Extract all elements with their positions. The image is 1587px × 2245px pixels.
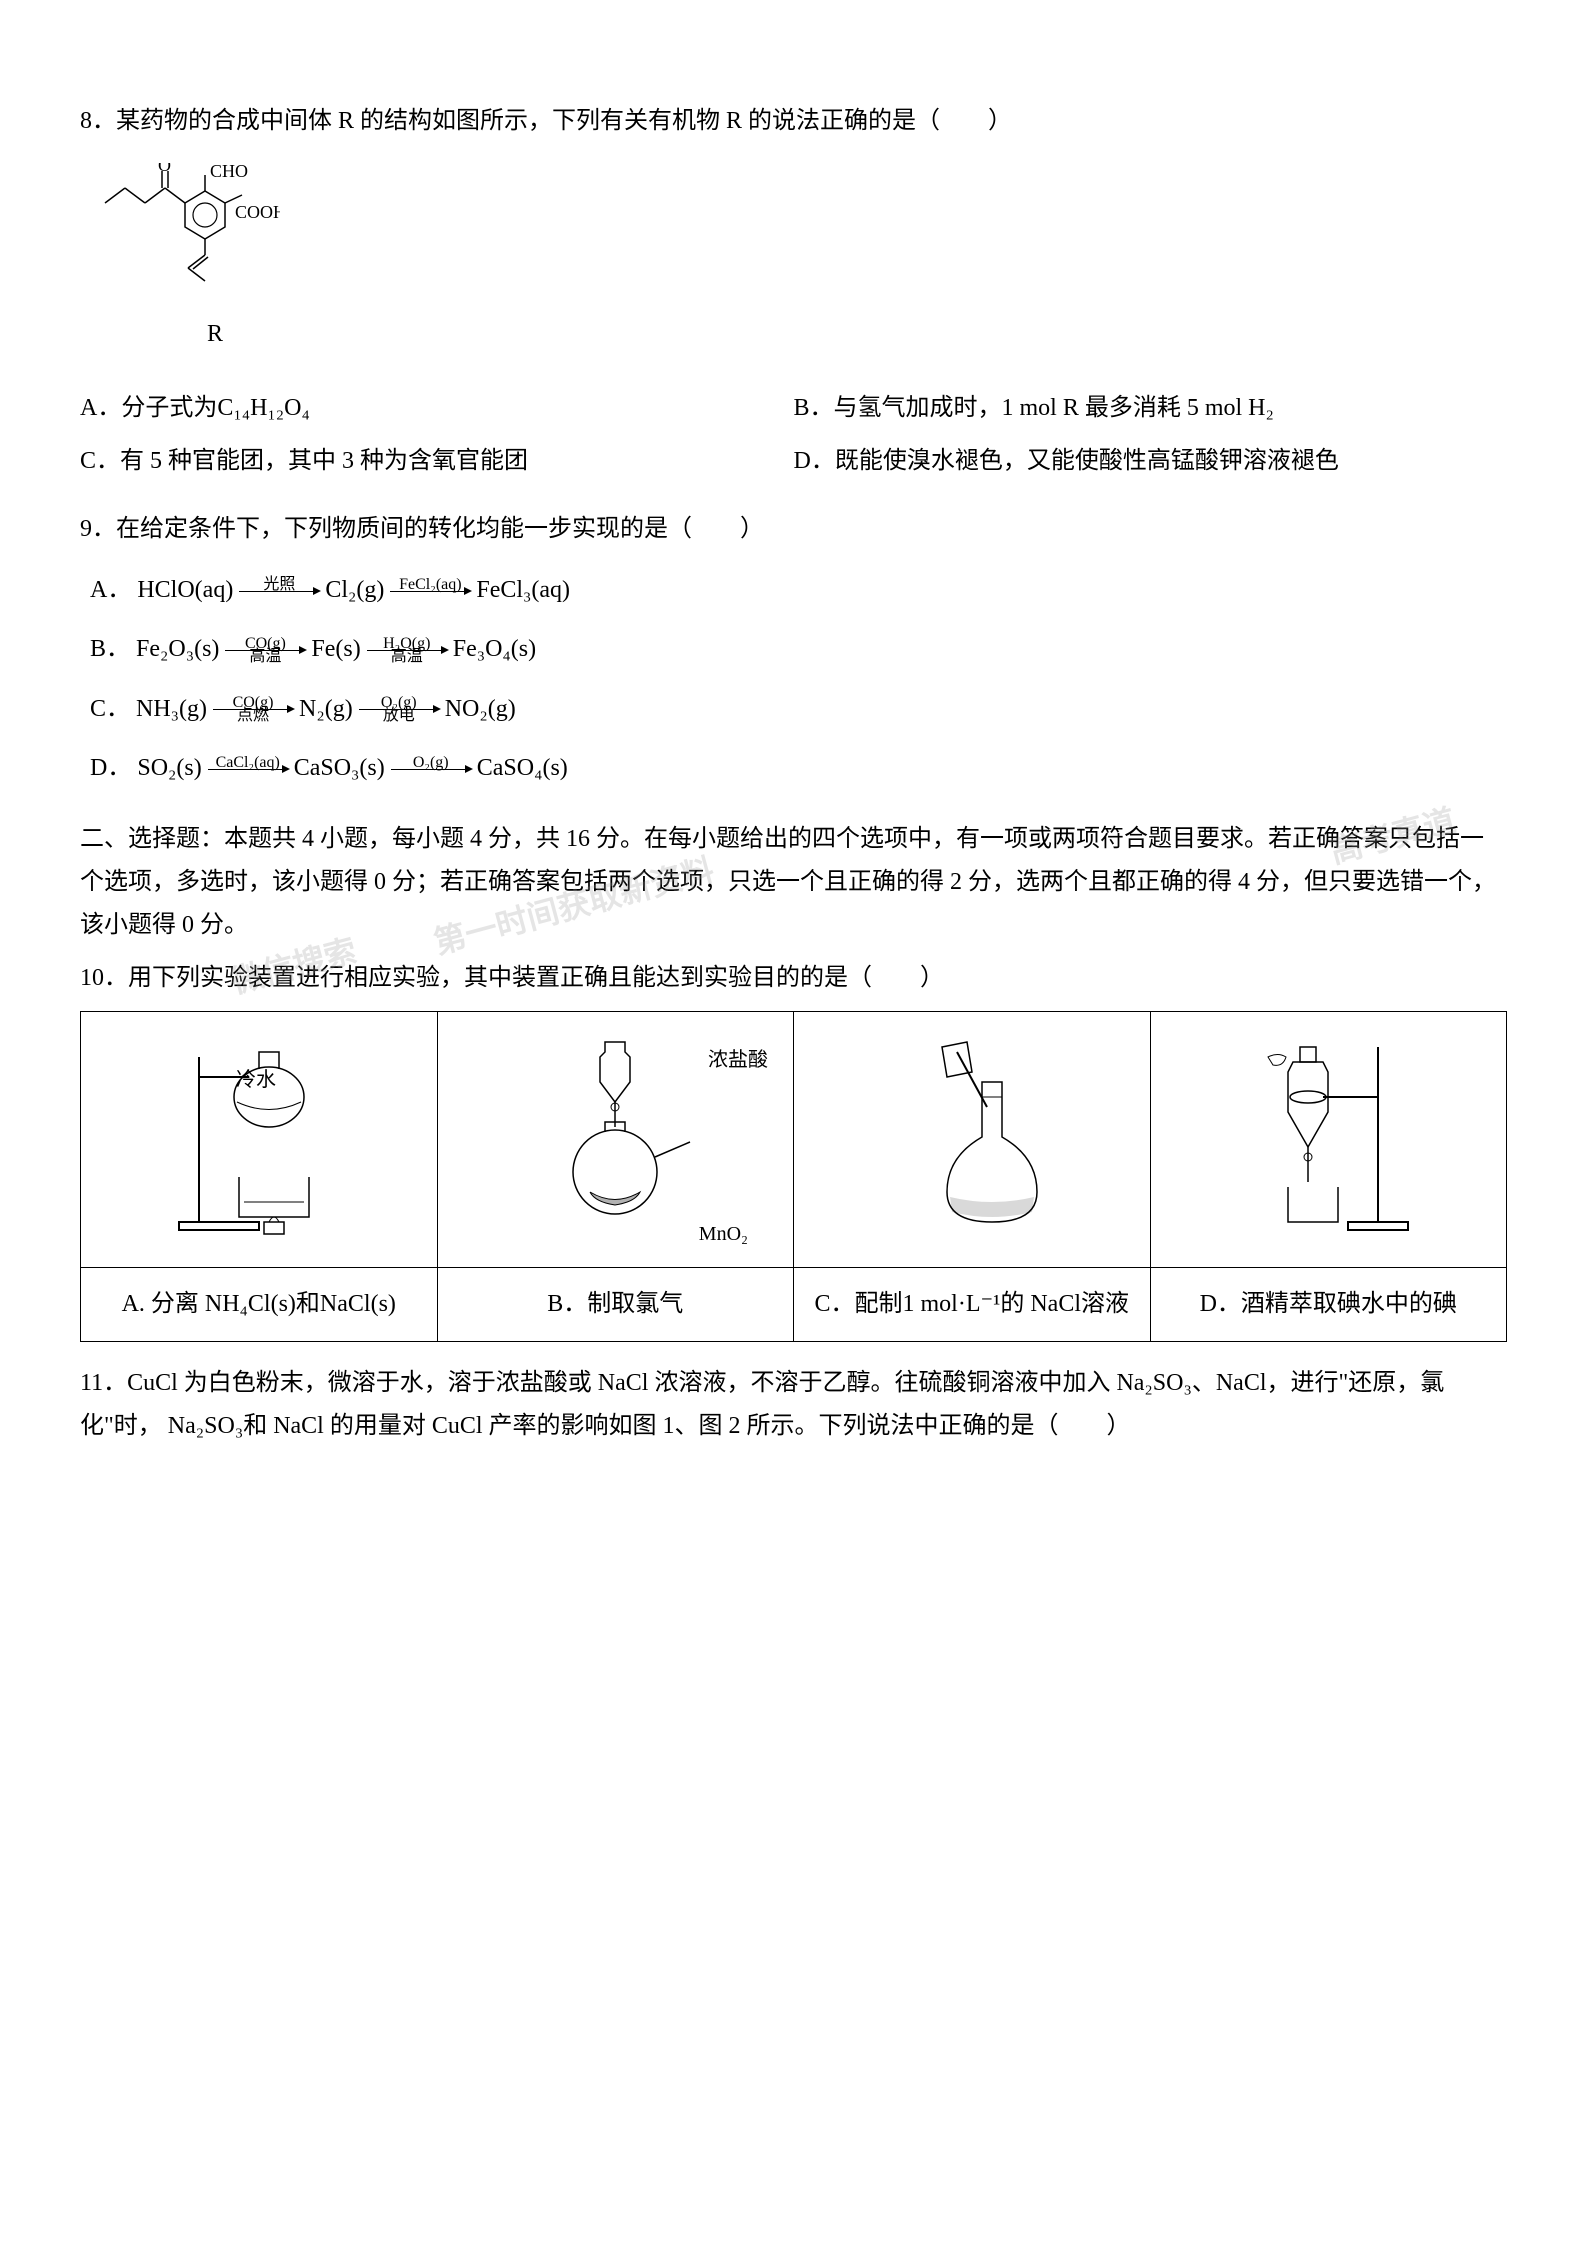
conc-hcl-label: 浓盐酸: [708, 1042, 768, 1078]
svg-text:COOH: COOH: [235, 202, 280, 222]
q9b-r1: Fe₂O₃(s): [136, 636, 219, 662]
section2-text: 二、选择题：本题共 4 小题，每小题 4 分，共 16 分。在每小题给出的四个选…: [80, 826, 1496, 938]
structure-r-label: R: [150, 313, 280, 356]
q10-text: 10．用下列实验装置进行相应实验，其中装置正确且能达到实验目的的是（ ）: [80, 957, 1507, 1000]
arrow-icon: FeCl₂(aq): [390, 575, 470, 608]
arrow-icon: CO(g) 点燃: [213, 693, 293, 726]
q9-option-d: D． SO₂(s) CaCl₂(aq) CaSO₃(s) O₂(g) CaSO₄…: [80, 739, 1507, 798]
arrow-icon: CaCl₂(aq): [208, 753, 288, 786]
table-row: A. 分离 NH₄Cl(s)和NaCl(s) B．制取氯气 C．配制1 mol·…: [81, 1267, 1507, 1341]
cold-water-label: 冷水: [236, 1062, 276, 1098]
q8-option-b: B．与氢气加成时，1 mol R 最多消耗 5 mol H₂: [794, 382, 1508, 435]
q10-option-d: D．酒精萃取碘水中的碘: [1150, 1267, 1507, 1341]
question-11: 11．CuCl 为白色粉末，微溶于水，溶于浓盐酸或 NaCl 浓溶液，不溶于乙醇…: [80, 1362, 1507, 1448]
q9b-r2: Fe(s): [311, 636, 360, 662]
q8-option-a: A．分子式为C₁₄H₁₂O₄: [80, 382, 794, 435]
section-2-header: 二、选择题：本题共 4 小题，每小题 4 分，共 16 分。在每小题给出的四个选…: [80, 818, 1507, 948]
watermark-text: 第一时间获取新资料: [427, 842, 720, 972]
q9-option-a: A． HClO(aq) 光照 Cl₂(g) FeCl₂(aq) FeCl₃(aq…: [80, 561, 1507, 620]
q9-text: 9．在给定条件下，下列物质间的转化均能一步实现的是（ ）: [80, 508, 1507, 551]
arrow-icon: O₂(g): [391, 753, 471, 786]
q9c-r3: NO₂(g): [445, 696, 516, 722]
q8-text: 8．某药物的合成中间体 R 的结构如图所示，下列有关有机物 R 的说法正确的是（…: [80, 100, 1507, 143]
q9-option-c: C． NH₃(g) CO(g) 点燃 N₂(g) O₂(g) 放电 NO₂(g): [80, 680, 1507, 739]
q8-option-c: C．有 5 种官能团，其中 3 种为含氧官能团: [80, 435, 794, 488]
q11-text: 11．CuCl 为白色粉末，微溶于水，溶于浓盐酸或 NaCl 浓溶液，不溶于乙醇…: [80, 1362, 1507, 1448]
structure-r-diagram: O CHO COOH R: [100, 163, 280, 356]
q9d-r2: CaSO₃(s): [294, 755, 385, 781]
q9a-r2: Cl₂(g): [325, 577, 384, 603]
q8-options: A．分子式为C₁₄H₁₂O₄ B．与氢气加成时，1 mol R 最多消耗 5 m…: [80, 382, 1507, 488]
svg-text:O: O: [158, 163, 171, 175]
q9c-r1: NH₃(g): [136, 696, 207, 722]
question-10: 10．用下列实验装置进行相应实验，其中装置正确且能达到实验目的的是（ ）: [80, 957, 1507, 1342]
q9b-prefix: B．: [90, 636, 130, 662]
q9b-r3: Fe₃O₄(s): [453, 636, 536, 662]
q9a-r3: FeCl₃(aq): [476, 577, 570, 603]
q9d-prefix: D．: [90, 755, 131, 781]
q9c-r2: N₂(g): [299, 696, 353, 722]
apparatus-d-cell: [1150, 1011, 1507, 1267]
q10-option-b: B．制取氯气: [437, 1267, 794, 1341]
question-8: 8．某药物的合成中间体 R 的结构如图所示，下列有关有机物 R 的说法正确的是（…: [80, 100, 1507, 488]
apparatus-a-cell: 冷水: [81, 1011, 438, 1267]
experiment-table: 冷水 浓盐酸 MnO₂: [80, 1011, 1507, 1342]
arrow-icon: H₂O(g) 高温: [367, 634, 447, 667]
q10-option-c: C．配制1 mol·L⁻¹的 NaCl溶液: [794, 1267, 1151, 1341]
q10-option-a: A. 分离 NH₄Cl(s)和NaCl(s): [81, 1267, 438, 1341]
q9d-r1: SO₂(s): [137, 755, 201, 781]
q9-option-b: B． Fe₂O₃(s) CO(g) 高温 Fe(s) H₂O(g) 高温 Fe₃…: [80, 620, 1507, 679]
q9a-r1: HClO(aq): [137, 577, 233, 603]
apparatus-c-cell: [794, 1011, 1151, 1267]
q9a-prefix: A．: [90, 577, 131, 603]
arrow-icon: 光照: [239, 575, 319, 608]
svg-text:CHO: CHO: [210, 163, 248, 181]
arrow-icon: CO(g) 高温: [225, 634, 305, 667]
q9d-r3: CaSO₄(s): [477, 755, 568, 781]
mno2-label: MnO₂: [699, 1216, 748, 1252]
q8-option-d: D．既能使溴水褪色，又能使酸性高锰酸钾溶液褪色: [794, 435, 1508, 488]
q9c-prefix: C．: [90, 696, 130, 722]
arrow-icon: O₂(g) 放电: [359, 693, 439, 726]
question-9: 9．在给定条件下，下列物质间的转化均能一步实现的是（ ） A． HClO(aq)…: [80, 508, 1507, 798]
table-row: 冷水 浓盐酸 MnO₂: [81, 1011, 1507, 1267]
apparatus-b-cell: 浓盐酸 MnO₂: [437, 1011, 794, 1267]
